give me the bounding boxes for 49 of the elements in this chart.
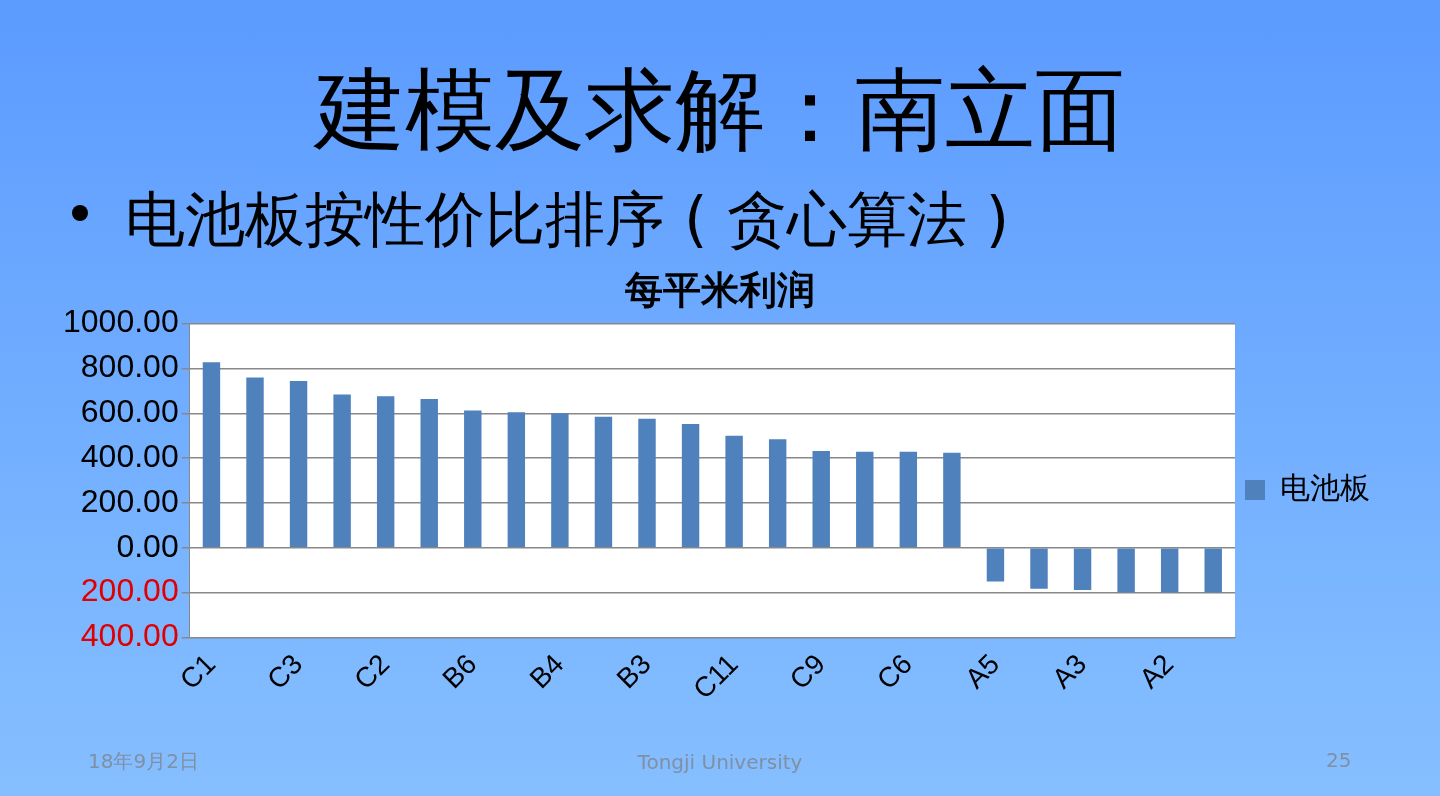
bar: [289, 380, 308, 547]
x-tick-label: C9: [783, 648, 831, 696]
y-tick-label: 200.00: [80, 572, 179, 609]
y-tick-label: 800.00: [80, 348, 179, 385]
bar: [507, 412, 526, 547]
bar: [420, 398, 438, 547]
bar: [638, 418, 656, 547]
x-tick-label: C6: [870, 648, 919, 696]
text: 建模及求解：南立面: [312, 56, 1126, 164]
bar: [856, 451, 874, 547]
x-tick-label: C2: [348, 648, 396, 696]
chart-title: 每平米利润: [624, 267, 815, 312]
x-tick-label: A3: [1046, 648, 1093, 695]
bar: [725, 435, 743, 547]
bar: [986, 548, 1005, 582]
bar: [681, 424, 700, 547]
bar: [594, 416, 613, 547]
x-tick-label: A2: [1133, 648, 1180, 695]
text: 18年9月2日: [88, 748, 199, 775]
y-tick-label: 200.00: [80, 482, 179, 519]
text: 25: [1326, 748, 1352, 772]
bar: [943, 452, 961, 547]
text: 电池板按性价比排序 ( 贪心算法 ): [125, 183, 1010, 256]
x-tick-label: B6: [436, 648, 483, 695]
legend-label: 电池板: [1280, 469, 1370, 505]
bar: [812, 450, 830, 547]
bar: [246, 377, 264, 547]
bar: [1073, 548, 1092, 591]
bar: [464, 410, 482, 547]
bar: [899, 451, 918, 547]
y-tick-label: 1000.00: [63, 303, 179, 340]
text: 0.00: [116, 527, 179, 564]
bar: [202, 362, 221, 547]
bar: [1030, 548, 1048, 589]
y-tick-label: 600.00: [80, 393, 179, 430]
bar: [333, 394, 351, 547]
bar: [551, 413, 569, 547]
x-tick-label: C11: [687, 648, 744, 705]
x-tick-label: C3: [261, 648, 309, 696]
x-tick-label: A5: [959, 648, 1006, 695]
bar: [1160, 548, 1179, 593]
bar: [1204, 548, 1222, 593]
x-tick-label: B4: [523, 648, 570, 695]
y-tick-label: 400.00: [80, 437, 179, 474]
text: Tongji University: [637, 750, 803, 774]
bar: [768, 439, 787, 547]
bar: [376, 396, 395, 547]
x-tick-label: B3: [610, 648, 657, 695]
bar: [1117, 548, 1135, 593]
